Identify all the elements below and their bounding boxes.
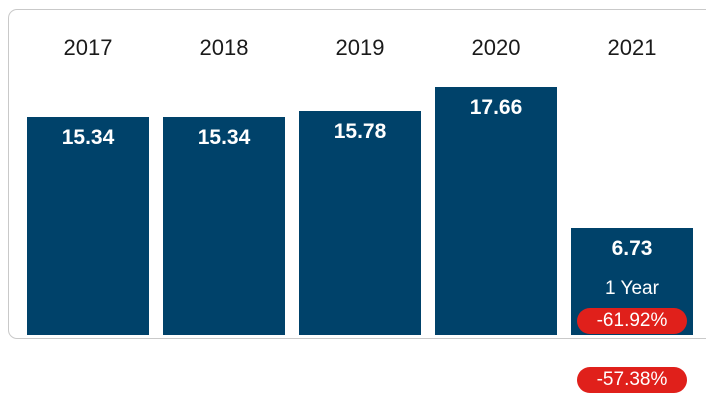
bar-column-2019: 2019 15.78 xyxy=(299,0,421,335)
bar-column-2020: 2020 17.66 xyxy=(435,0,557,335)
bar-value-label: 6.73 xyxy=(611,237,653,260)
change-period-label: 2 Year xyxy=(605,338,659,359)
bar-value-label: 15.34 xyxy=(197,126,251,149)
bar-value-label: 17.66 xyxy=(469,96,523,119)
change-period-label: 1 Year xyxy=(605,278,659,299)
bar-column-2021: 2021 6.73 1 Year -61.92% 2 Year -57.38% xyxy=(571,0,693,393)
year-label: 2017 xyxy=(63,35,113,60)
bar xyxy=(299,111,421,335)
bar xyxy=(435,87,557,335)
bar xyxy=(163,117,285,335)
bar-value-label: 15.78 xyxy=(333,120,387,143)
bar-column-2018: 2018 15.34 xyxy=(163,0,285,335)
change-percent-badge: -57.38% xyxy=(577,367,687,393)
bar-value-label: 15.34 xyxy=(61,126,115,149)
year-label: 2019 xyxy=(335,35,385,60)
year-label: 2021 xyxy=(607,35,657,60)
year-label: 2018 xyxy=(199,35,249,60)
change-percent-badge: -61.92% xyxy=(577,308,687,334)
bar xyxy=(27,117,149,335)
year-label: 2020 xyxy=(471,35,521,60)
bar-column-2017: 2017 15.34 xyxy=(27,0,149,335)
